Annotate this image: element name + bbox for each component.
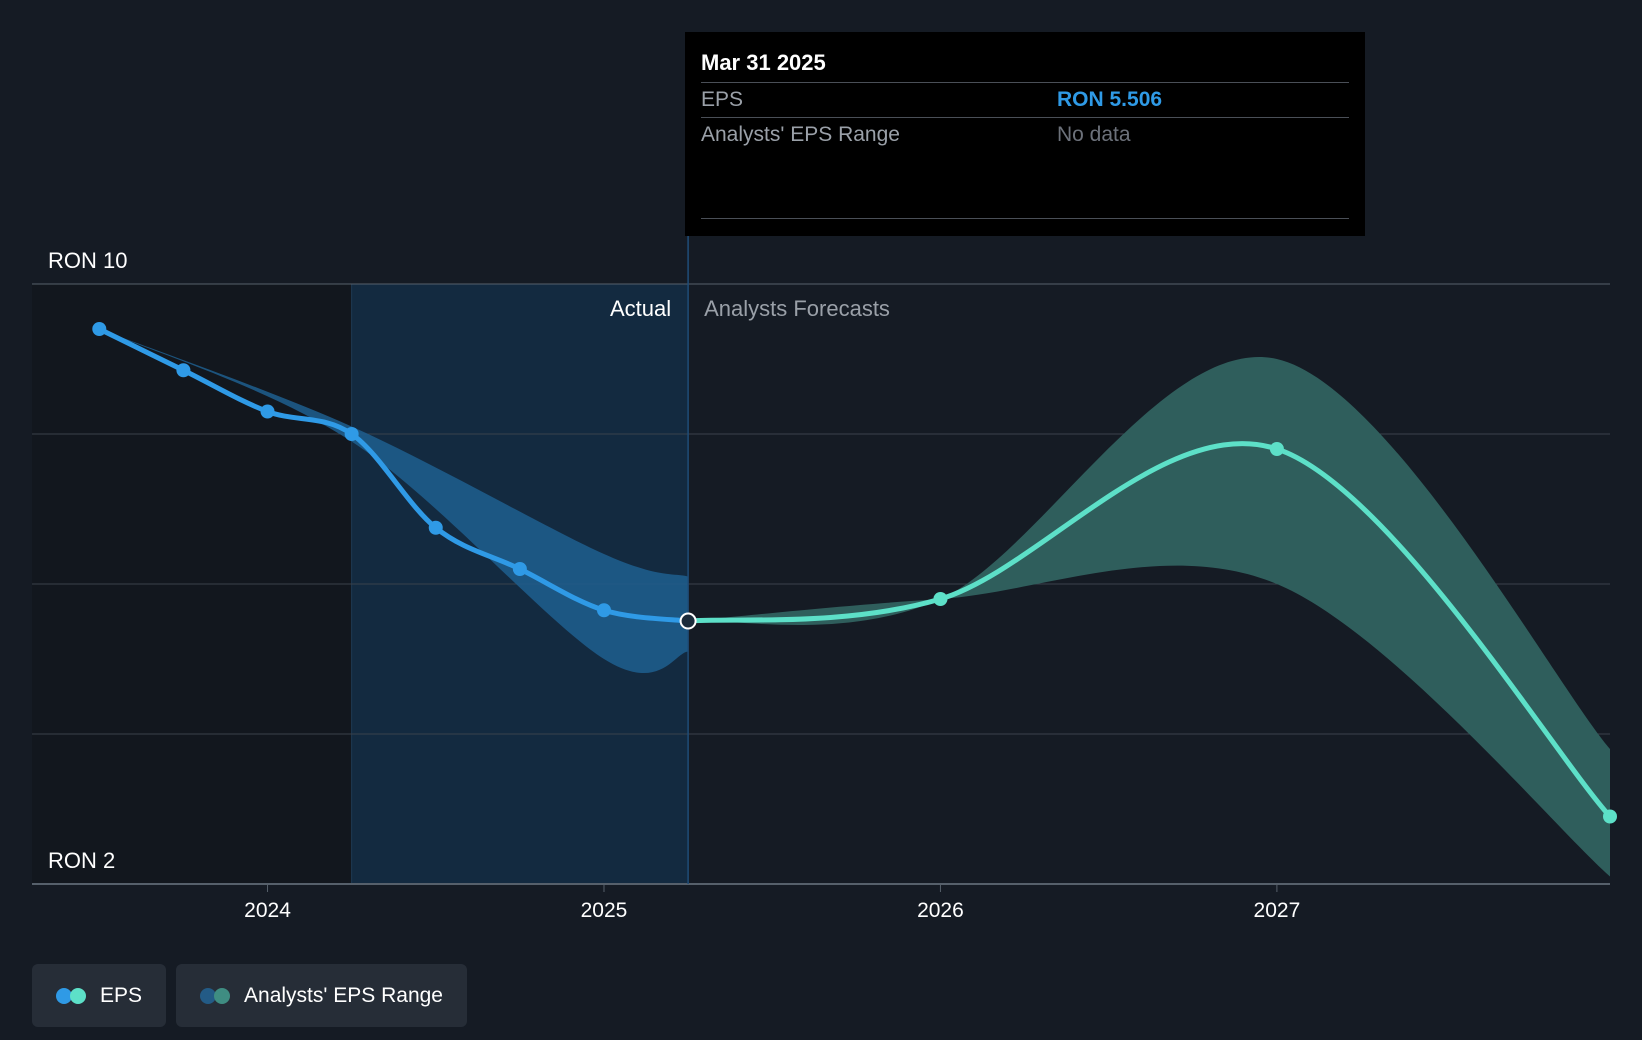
legend-range-dot-forecast [214,987,231,1004]
tooltip-range-label: Analysts' EPS Range [701,123,900,146]
tooltip-range-value: No data [1057,123,1131,146]
legend-eps-swatch [56,987,86,1004]
eps-line-forecast [685,441,1613,819]
eps-point-forecast-2 [1269,442,1284,456]
eps-point-actual-6 [596,603,611,618]
eps-point-forecast-1 [933,592,948,606]
eps-point-actual-0 [92,322,107,336]
eps-line-actual [96,326,691,624]
legend-eps-label: EPS [100,983,143,1007]
x-tick-label-2024: 2024 [244,899,291,922]
tooltip-eps-label: EPS [701,88,744,111]
forecast-label: Analysts Forecasts [704,296,890,321]
legend-eps-dot-forecast [70,987,86,1004]
tooltip-divider [701,218,1349,219]
tooltip-row-range: Analysts' EPS Range No data [701,118,1349,152]
eps-range-band-actual [99,329,689,674]
x-tick-label-2026: 2026 [917,899,964,922]
legend-eps-dot-actual [56,987,72,1004]
legend-item-range[interactable]: Analysts' EPS Range [176,964,467,1027]
legend: EPS Analysts' EPS Range [32,964,467,1027]
y-tick-label-2: RON 2 [48,848,115,873]
legend-item-eps[interactable]: EPS [32,964,167,1027]
tooltip-date: Mar 31 2025 [701,48,1349,83]
eps-point-actual-2 [260,404,275,419]
tooltip-row-eps: EPS RON 5.506 [701,83,1349,118]
eps-point-actual-1 [176,363,191,378]
x-tick-label-2027: 2027 [1254,899,1301,922]
y-tick-label-10: RON 10 [48,248,127,273]
x-tick-label-2025: 2025 [581,899,628,922]
eps-point-actual-7 [679,612,697,630]
eps-point-forecast-3 [1603,809,1617,824]
legend-range-dot-actual [200,987,217,1004]
eps-point-actual-4 [428,520,443,535]
legend-range-label: Analysts' EPS Range [244,983,443,1007]
eps-point-actual-5 [512,562,527,576]
tooltip-eps-value: RON 5.506 [1057,88,1163,111]
eps-point-actual-3 [344,427,359,441]
eps-range-band-forecast [688,357,1610,877]
legend-range-swatch [200,987,231,1004]
tooltip: Mar 31 2025 EPS RON 5.506 Analysts' EPS … [685,32,1365,236]
actual-label: Actual [610,296,671,321]
